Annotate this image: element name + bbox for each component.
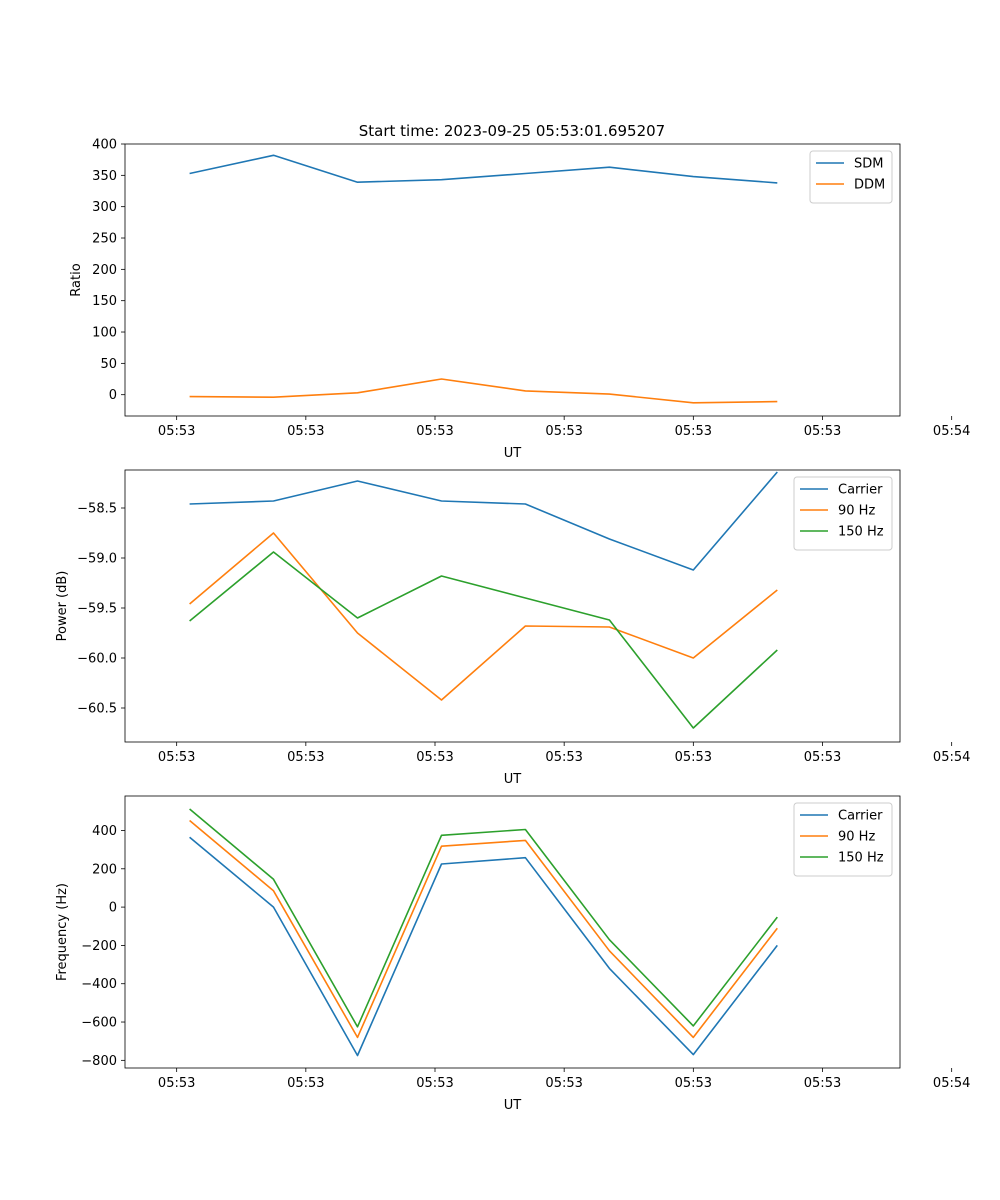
x-tick-label: 05:53 bbox=[287, 424, 324, 439]
legend: Carrier 90 Hz 150 Hz bbox=[793, 476, 893, 551]
x-tick-label: 05:53 bbox=[675, 1076, 712, 1091]
legend-label: 150 Hz bbox=[838, 851, 884, 866]
x-tick-label: 05:53 bbox=[416, 424, 453, 439]
chart-3: 05:53 05:53 05:53 05:53 05:53 05:53 05:54 400 20… bbox=[55, 795, 970, 1113]
y-tick-label: 400 bbox=[92, 138, 117, 153]
series-line-90-hz bbox=[189, 532, 778, 701]
y-tick-label: 50 bbox=[100, 357, 117, 372]
y-tick-label: 150 bbox=[92, 294, 117, 309]
x-tick-label: 05:53 bbox=[804, 1076, 841, 1091]
axes-frame bbox=[124, 143, 901, 417]
legend: Carrier 90 Hz 150 Hz bbox=[793, 802, 893, 877]
x-tick-label: 05:54 bbox=[933, 750, 970, 765]
y-tick-label: −60.0 bbox=[77, 652, 117, 667]
series-line-carrier bbox=[189, 471, 778, 571]
x-tick-label: 05:53 bbox=[287, 750, 324, 765]
legend-label: Carrier bbox=[838, 483, 883, 498]
x-tick-label: 05:53 bbox=[158, 750, 195, 765]
y-axis-label: Power (dB) bbox=[55, 571, 70, 642]
y-tick-label: −400 bbox=[81, 977, 117, 992]
y-tick-label: 200 bbox=[92, 862, 117, 877]
x-tick-label: 05:53 bbox=[158, 1076, 195, 1091]
chart-2: 05:53 05:53 05:53 05:53 05:53 05:53 05:54 −58.5… bbox=[55, 469, 970, 787]
y-tick-label: 0 bbox=[109, 388, 117, 403]
x-tick-label: 05:54 bbox=[933, 1076, 970, 1091]
y-tick-label: −600 bbox=[81, 1016, 117, 1031]
plots: 05:53 05:53 05:53 05:53 05:53 05:53 05:54 0 50 10… bbox=[55, 138, 970, 1114]
x-tick-label: 05:53 bbox=[545, 750, 582, 765]
legend-label: SDM bbox=[854, 157, 883, 172]
series-line-90-hz bbox=[189, 819, 778, 1039]
y-tick-label: −800 bbox=[81, 1054, 117, 1069]
legend: SDM DDM bbox=[809, 150, 893, 204]
x-tick-label: 05:53 bbox=[416, 1076, 453, 1091]
axes-frame bbox=[124, 469, 901, 743]
y-tick-label: −59.0 bbox=[77, 552, 117, 567]
y-tick-label: 0 bbox=[109, 901, 117, 916]
series-line-sdm bbox=[189, 154, 778, 184]
series-line-ddm bbox=[189, 378, 778, 404]
legend-label: Carrier bbox=[838, 809, 883, 824]
chart-1: 05:53 05:53 05:53 05:53 05:53 05:53 05:54 0 50 10… bbox=[69, 138, 970, 462]
y-tick-label: 350 bbox=[92, 169, 117, 184]
y-tick-label: −59.5 bbox=[77, 602, 117, 617]
y-tick-label: −60.5 bbox=[77, 702, 117, 717]
x-tick-label: 05:53 bbox=[804, 750, 841, 765]
legend-label: DDM bbox=[854, 178, 885, 193]
legend-label: 90 Hz bbox=[838, 830, 875, 845]
legend-label: 90 Hz bbox=[838, 504, 875, 519]
y-axis-label: Frequency (Hz) bbox=[55, 883, 70, 981]
legend-label: 150 Hz bbox=[838, 525, 884, 540]
x-tick-label: 05:53 bbox=[675, 750, 712, 765]
figure-title: Start time: 2023-09-25 05:53:01.695207 bbox=[359, 122, 665, 140]
y-tick-label: 100 bbox=[92, 326, 117, 341]
x-tick-label: 05:53 bbox=[545, 424, 582, 439]
y-tick-label: −58.5 bbox=[77, 502, 117, 517]
x-tick-label: 05:53 bbox=[416, 750, 453, 765]
series-line-carrier bbox=[189, 836, 778, 1057]
x-tick-label: 05:53 bbox=[804, 424, 841, 439]
y-tick-label: 250 bbox=[92, 232, 117, 247]
x-tick-label: 05:54 bbox=[933, 424, 970, 439]
y-tick-label: 400 bbox=[92, 824, 117, 839]
x-tick-label: 05:53 bbox=[287, 1076, 324, 1091]
y-axis-label: Ratio bbox=[69, 263, 84, 296]
x-tick-label: 05:53 bbox=[158, 424, 195, 439]
x-axis-label: UT bbox=[504, 772, 522, 787]
series-line-150-hz bbox=[189, 808, 778, 1028]
y-tick-label: −200 bbox=[81, 939, 117, 954]
legend-box bbox=[809, 150, 893, 204]
axes-frame bbox=[124, 795, 901, 1069]
x-tick-label: 05:53 bbox=[675, 424, 712, 439]
x-axis-label: UT bbox=[504, 446, 522, 461]
x-axis-label: UT bbox=[504, 1098, 522, 1113]
x-tick-label: 05:53 bbox=[545, 1076, 582, 1091]
y-tick-label: 200 bbox=[92, 263, 117, 278]
y-tick-label: 300 bbox=[92, 200, 117, 215]
series-line-150-hz bbox=[189, 551, 778, 729]
